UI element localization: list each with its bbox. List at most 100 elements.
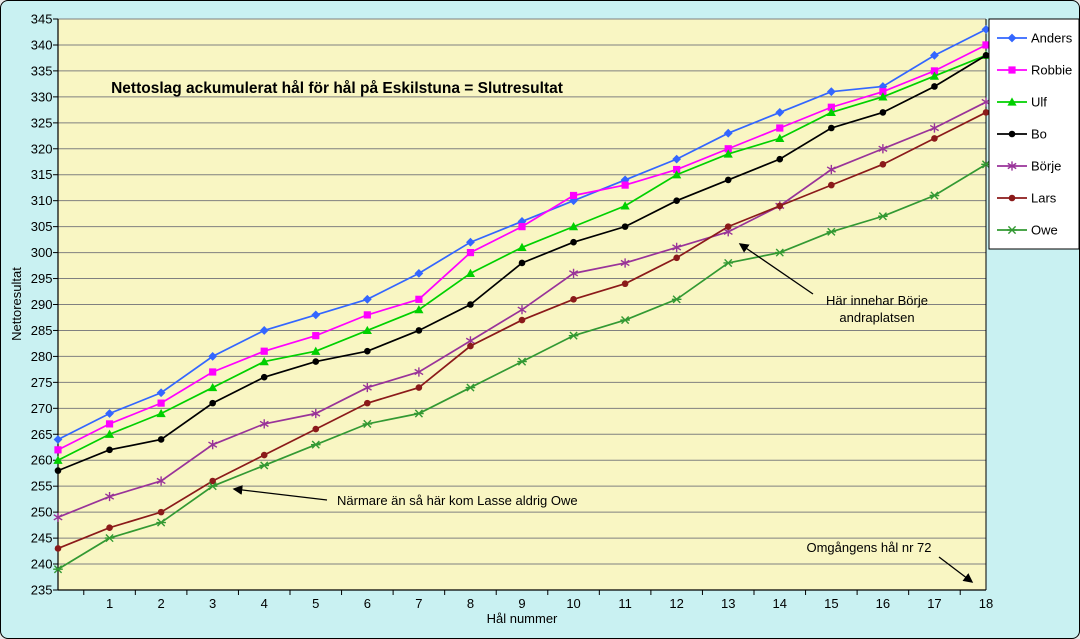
y-tick-label: 320	[31, 141, 53, 156]
legend-label-brje: Börje	[1031, 159, 1061, 174]
x-tick-label: 15	[824, 596, 838, 611]
y-tick-label: 245	[31, 531, 53, 546]
marker-bo-1	[106, 446, 113, 454]
marker-bo-8	[467, 301, 474, 308]
marker-owe-17	[929, 191, 940, 200]
marker-owe-13	[723, 258, 734, 268]
marker-anders-13	[723, 128, 733, 138]
marker-ulf-2	[156, 408, 166, 418]
marker-anders-17	[930, 50, 939, 60]
marker-owe-12	[671, 295, 682, 304]
marker-owe-10	[568, 331, 579, 340]
marker-bo-7	[415, 327, 423, 334]
marker-owe-16	[878, 212, 888, 221]
marker-robbie-6	[363, 311, 371, 319]
marker-ulf-6	[362, 325, 372, 335]
marker-lars-14	[776, 202, 784, 210]
marker-ulf-9	[517, 242, 527, 251]
marker-anders-14	[775, 108, 785, 117]
marker-owe-14	[774, 248, 785, 257]
annotation-hole-72: Omgångens hål nr 72	[806, 540, 931, 555]
marker-lars-16	[879, 161, 887, 168]
legend-item-robbie: Robbie	[997, 63, 1072, 78]
marker-lars-7	[415, 384, 423, 391]
marker-ulf-10	[568, 222, 579, 231]
marker-bo-5	[312, 358, 320, 365]
marker-owe-6	[362, 419, 373, 428]
series-bo	[54, 52, 990, 474]
marker-brje-1	[104, 491, 115, 502]
marker-robbie-5	[312, 332, 320, 340]
y-tick-label: 240	[31, 557, 53, 572]
x-tick-label: 6	[364, 596, 371, 611]
marker-bo-11	[621, 223, 629, 230]
marker-bo-13	[724, 176, 732, 184]
x-tick-label: 13	[721, 596, 735, 611]
marker-lars-0	[54, 545, 62, 552]
marker-anders-6	[362, 294, 372, 304]
legend-label-anders: Anders	[1031, 31, 1073, 46]
y-tick-label: 330	[31, 89, 53, 104]
marker-robbie-1	[105, 420, 114, 428]
y-tick-label: 345	[31, 12, 53, 27]
marker-ulf-7	[414, 305, 424, 314]
marker-brje-16	[878, 144, 888, 154]
legend-marker-brje	[1007, 161, 1017, 171]
marker-lars-4	[260, 451, 268, 459]
marker-anders-1	[105, 409, 114, 418]
x-tick-label: 10	[566, 596, 580, 611]
y-tick-label: 335	[31, 63, 53, 78]
marker-lars-8	[467, 342, 474, 350]
marker-bo-10	[570, 238, 577, 246]
marker-robbie-14	[776, 124, 784, 132]
marker-lars-5	[312, 425, 320, 433]
series-lars	[54, 109, 990, 552]
marker-anders-7	[414, 268, 424, 278]
legend-label-lars: Lars	[1031, 191, 1057, 206]
y-axis-title: Nettoresultat	[9, 267, 24, 341]
y-tick-label: 315	[31, 167, 53, 182]
x-tick-label: 17	[927, 596, 941, 611]
marker-brje-11	[620, 258, 630, 268]
legend-marker-anders	[1007, 33, 1017, 43]
annotation-lasse-owe: Närmare än så här kom Lasse aldrig Owe	[337, 493, 578, 508]
marker-anders-8	[466, 237, 475, 247]
marker-lars-11	[621, 280, 629, 288]
marker-robbie-7	[415, 295, 423, 303]
x-tick-label: 3	[209, 596, 216, 611]
marker-owe-2	[156, 518, 166, 527]
marker-ulf-17	[929, 71, 940, 80]
annotation-arrow-borje	[738, 243, 814, 295]
marker-owe-7	[414, 409, 424, 418]
marker-anders-3	[208, 352, 218, 361]
legend-marker-bo	[1008, 130, 1016, 138]
legend: Anders Robbie Ulf Bo Börje Lars Owe	[988, 18, 1079, 250]
marker-ulf-3	[208, 382, 218, 392]
marker-robbie-10	[569, 191, 578, 200]
y-tick-label: 255	[31, 479, 53, 494]
marker-owe-3	[207, 482, 218, 491]
series-ulf	[53, 50, 991, 464]
marker-lars-10	[570, 296, 577, 303]
marker-robbie-16	[879, 88, 887, 96]
annotation-arrow-hole-72	[938, 556, 974, 583]
series-brje	[53, 97, 991, 522]
marker-robbie-9	[518, 223, 526, 231]
marker-bo-18	[982, 52, 990, 59]
marker-ulf-15	[826, 107, 836, 117]
marker-robbie-15	[827, 103, 835, 111]
marker-robbie-3	[209, 368, 217, 376]
y-tick-label: 325	[31, 115, 53, 130]
marker-brje-7	[414, 367, 424, 377]
x-tick-label: 8	[467, 596, 474, 611]
annotation-borje-line1: Här innehar Börje	[826, 293, 928, 308]
marker-lars-3	[209, 477, 216, 485]
y-tick-label: 295	[31, 271, 53, 286]
y-tick-label: 265	[31, 427, 53, 442]
marker-robbie-8	[466, 248, 475, 257]
legend-item-owe: Owe	[997, 223, 1058, 238]
marker-lars-12	[673, 254, 680, 262]
marker-lars-2	[157, 508, 165, 516]
